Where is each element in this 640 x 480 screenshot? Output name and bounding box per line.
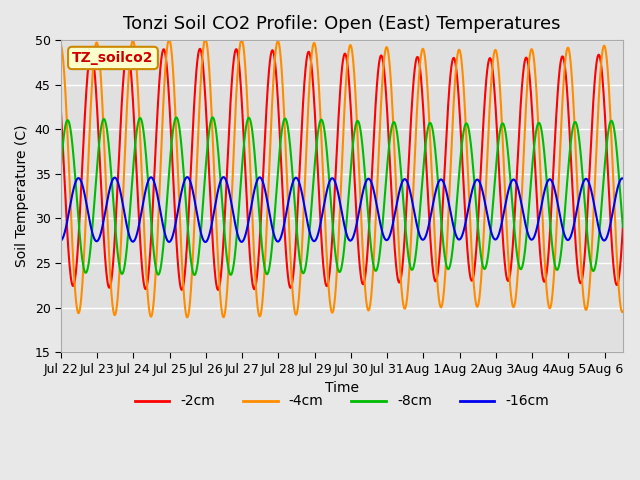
-8cm [298,265,305,271]
-2cm [214,287,222,293]
-4cm [57,42,65,48]
-8cm [609,119,616,124]
-2cm [548,199,556,205]
-2cm [196,46,204,52]
Line: -4cm: -4cm [61,39,623,317]
-8cm [209,115,216,120]
-2cm [619,224,627,230]
Legend: -2cm, -4cm, -8cm, -16cm: -2cm, -4cm, -8cm, -16cm [129,389,555,414]
Y-axis label: Soil Temperature (C): Soil Temperature (C) [15,125,29,267]
-2cm [273,80,281,86]
-8cm [57,162,65,168]
-8cm [619,224,627,230]
-16cm [609,212,616,218]
-4cm [298,260,305,266]
-4cm [184,314,191,320]
Title: Tonzi Soil CO2 Profile: Open (East) Temperatures: Tonzi Soil CO2 Profile: Open (East) Temp… [123,15,561,33]
-8cm [121,260,129,266]
-16cm [548,178,556,184]
-16cm [298,187,305,192]
-4cm [548,298,556,304]
-16cm [202,239,209,245]
-8cm [273,183,281,189]
-4cm [202,36,209,42]
-16cm [155,198,163,204]
-2cm [121,58,129,63]
-4cm [273,40,281,46]
-16cm [184,174,191,180]
-16cm [57,238,65,243]
-4cm [121,146,129,152]
-8cm [155,272,163,277]
-2cm [155,93,163,99]
-16cm [273,238,281,244]
-4cm [619,309,627,314]
-4cm [609,153,616,158]
-4cm [155,215,163,220]
-8cm [548,238,556,243]
Line: -16cm: -16cm [61,177,623,242]
-2cm [298,135,305,141]
-8cm [191,272,198,278]
-16cm [121,214,129,219]
X-axis label: Time: Time [325,381,359,395]
-2cm [609,247,616,252]
Line: -8cm: -8cm [61,118,623,275]
Text: TZ_soilco2: TZ_soilco2 [72,51,154,65]
-2cm [57,109,65,115]
Line: -2cm: -2cm [61,49,623,290]
-16cm [619,176,627,181]
